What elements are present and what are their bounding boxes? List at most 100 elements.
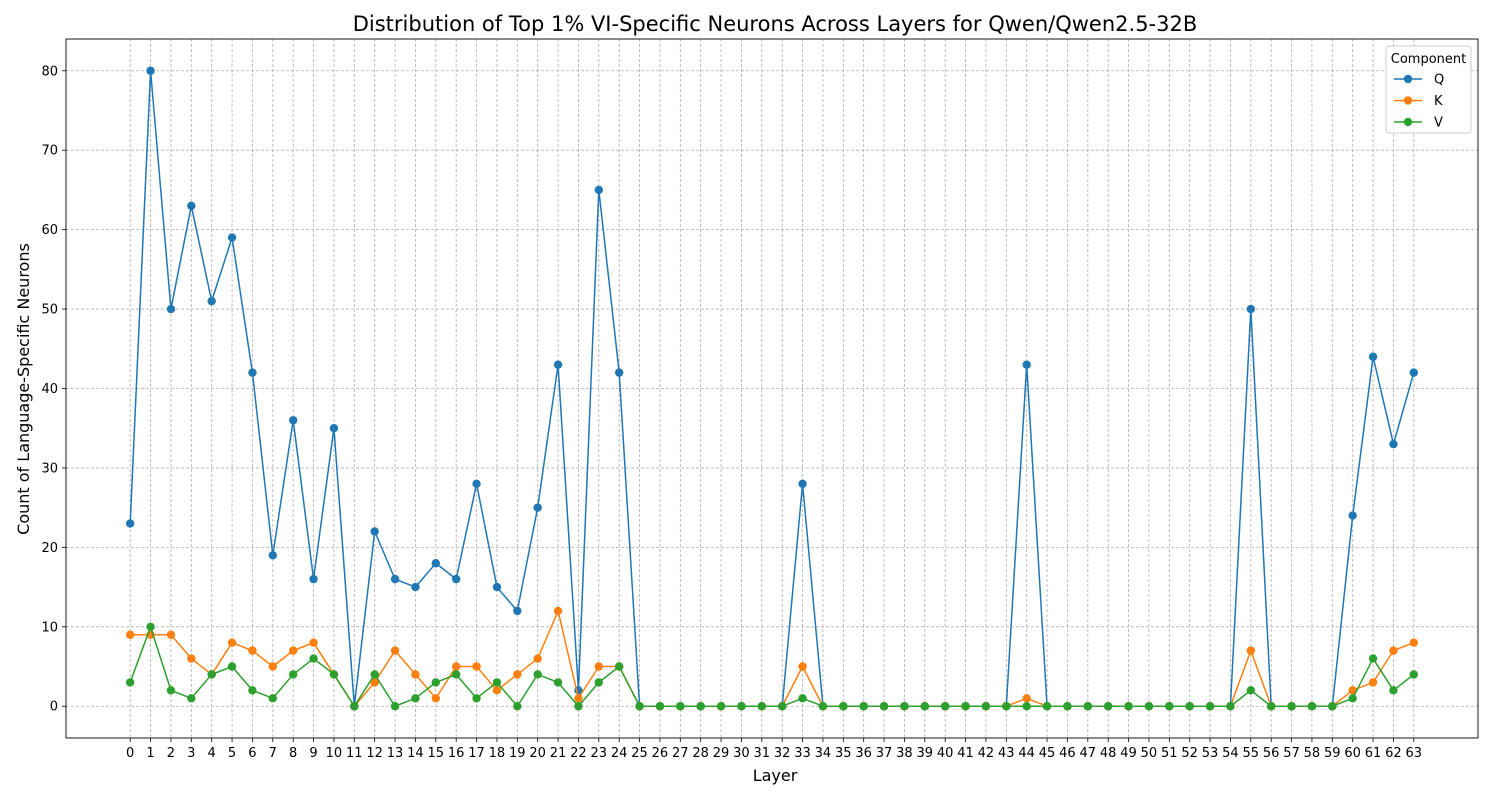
data-point-k <box>533 654 542 663</box>
data-point-v <box>981 702 991 711</box>
x-axis-label: Layer <box>753 766 798 785</box>
data-point-v <box>900 702 909 711</box>
legend-title: Component <box>1391 52 1466 67</box>
x-tick-label: 44 <box>1018 746 1035 761</box>
x-tick-label: 48 <box>1100 746 1117 761</box>
x-tick-label: 43 <box>998 746 1015 761</box>
data-point-q <box>492 582 502 592</box>
x-tick-label: 30 <box>733 746 750 761</box>
data-point-k <box>594 662 604 671</box>
data-point-k <box>1409 638 1419 647</box>
legend-box <box>1385 45 1472 134</box>
x-tick-label: 58 <box>1304 746 1321 761</box>
data-point-k <box>187 654 196 663</box>
data-point-q <box>1409 368 1419 377</box>
y-tick-label: 60 <box>41 223 58 238</box>
data-point-v <box>961 702 970 711</box>
x-tick-label: 3 <box>187 746 195 761</box>
x-tick-label: 32 <box>774 746 791 761</box>
data-point-k <box>451 662 461 671</box>
data-point-q <box>166 304 176 314</box>
y-tick-label: 20 <box>41 541 58 556</box>
data-point-k <box>411 670 420 679</box>
legend: Component QKV <box>1385 45 1472 134</box>
x-tick-label: 29 <box>713 746 730 761</box>
data-point-q <box>187 201 196 211</box>
data-point-v <box>1144 702 1154 711</box>
x-tick-label: 57 <box>1283 746 1300 761</box>
data-point-k <box>1246 646 1256 655</box>
data-point-v <box>513 702 522 711</box>
data-point-q <box>1368 352 1378 361</box>
data-point-v <box>1124 702 1133 711</box>
data-point-q <box>268 551 278 560</box>
x-tick-label: 51 <box>1161 746 1178 761</box>
y-tick-label: 50 <box>41 303 58 318</box>
x-tick-label: 60 <box>1344 746 1361 761</box>
y-tick-label: 0 <box>50 700 58 715</box>
x-tick-label: 36 <box>855 746 872 761</box>
data-point-v <box>1389 686 1398 695</box>
data-point-k <box>166 630 176 639</box>
x-tick-label: 14 <box>407 746 424 761</box>
data-point-v <box>635 702 644 711</box>
legend-label-q: Q <box>1434 73 1444 88</box>
data-point-v <box>1287 702 1296 711</box>
x-tick-label: 20 <box>529 746 546 761</box>
data-point-v <box>350 702 359 711</box>
axes: 0 1 2 3 4 5 6 7 8 9 10 11 12 13 14 15 16 17 18 19 20 21 22 23 24… <box>41 38 1479 761</box>
data-point-v <box>146 622 155 631</box>
data-point-k <box>1389 646 1398 655</box>
x-tick-label: 23 <box>591 746 608 761</box>
data-point-q <box>309 574 318 584</box>
data-point-v <box>472 694 481 703</box>
data-point-q <box>288 416 298 425</box>
chart-title: Distribution of Top 1% VI-Specific Neuro… <box>353 12 1198 36</box>
data-point-k <box>553 606 563 616</box>
x-tick-label: 62 <box>1385 746 1402 761</box>
x-tick-label: 8 <box>289 746 297 761</box>
data-point-v <box>1307 702 1317 711</box>
data-point-v <box>1226 702 1235 711</box>
data-point-q <box>1022 360 1031 369</box>
x-tick-label: 47 <box>1080 746 1097 761</box>
data-point-v <box>411 694 420 703</box>
data-point-k <box>227 638 237 647</box>
x-tick-label: 53 <box>1202 746 1219 761</box>
data-point-k <box>472 662 481 671</box>
x-tick-label: 61 <box>1365 746 1382 761</box>
data-point-v <box>594 678 604 687</box>
series-group <box>125 66 1419 711</box>
data-point-k <box>288 646 298 655</box>
data-point-v <box>777 702 787 711</box>
legend-marker-k <box>1403 96 1413 105</box>
data-point-q <box>125 519 135 528</box>
data-point-k <box>798 662 807 671</box>
data-point-v <box>533 670 542 679</box>
data-point-q <box>411 582 420 592</box>
data-point-k <box>309 638 318 647</box>
data-point-q <box>533 503 542 512</box>
x-tick-label: 34 <box>815 746 832 761</box>
x-tick-label: 7 <box>269 746 277 761</box>
x-tick-label: 28 <box>692 746 709 761</box>
x-tick-label: 15 <box>428 746 445 761</box>
data-point-v <box>329 670 339 679</box>
data-point-q <box>370 527 379 536</box>
x-tick-label: 31 <box>754 746 771 761</box>
data-point-k <box>1022 694 1031 703</box>
x-tick-label: 22 <box>570 746 587 761</box>
data-point-q <box>227 233 237 242</box>
data-point-v <box>1042 702 1052 711</box>
x-tick-label: 37 <box>876 746 893 761</box>
grid <box>66 39 1478 738</box>
series-line-v <box>129 626 1415 707</box>
data-point-v <box>451 670 461 679</box>
y-tick-label: 10 <box>41 620 58 635</box>
y-axis-label: Count of Language-Specific Neurons <box>14 243 33 535</box>
data-point-q <box>553 360 563 369</box>
x-tick-label: 41 <box>957 746 974 761</box>
data-point-v <box>309 654 318 663</box>
